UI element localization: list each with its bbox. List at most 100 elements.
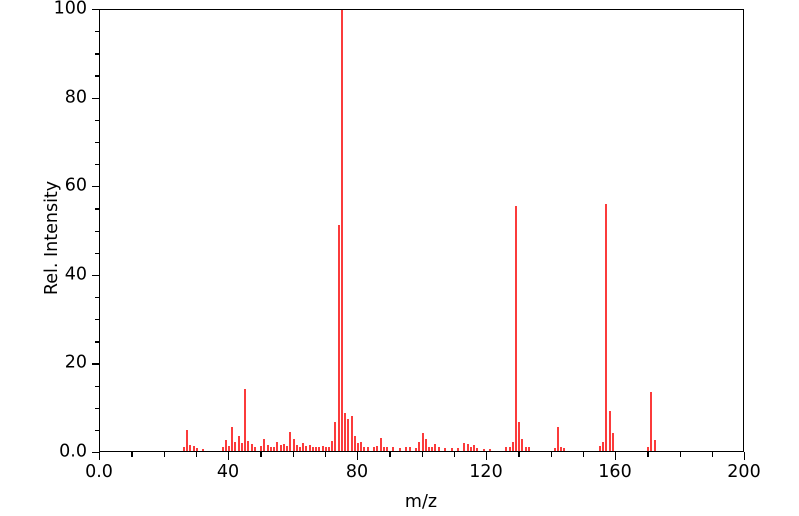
y-tick-major <box>92 274 99 277</box>
spectrum-peak <box>292 439 295 451</box>
y-tick-minor <box>95 296 99 299</box>
spectrum-peak <box>240 443 243 451</box>
spectrum-peak <box>560 447 563 451</box>
spectrum-peak <box>321 445 324 451</box>
spectrum-peak <box>315 446 318 451</box>
spectrum-peak <box>386 446 389 451</box>
y-tick-major <box>92 363 99 365</box>
spectrum-peak <box>192 445 195 451</box>
y-tick-minor <box>95 31 99 33</box>
spectrum-peak <box>279 444 282 451</box>
x-tick-minor <box>131 452 133 457</box>
spectrum-peak <box>231 426 234 451</box>
y-tick-minor <box>95 407 99 409</box>
spectrum-peak <box>266 444 269 451</box>
spectrum-peak <box>466 443 469 451</box>
spectrum-peak <box>456 448 459 451</box>
x-tick-label: 40 <box>216 462 240 482</box>
spectrum-peak <box>357 443 359 451</box>
spectrum-peak <box>182 446 185 451</box>
y-tick-minor <box>95 341 99 343</box>
y-tick-minor <box>95 319 99 321</box>
y-tick-label: 0.0 <box>59 441 87 462</box>
spectrum-peak <box>489 448 492 451</box>
y-tick-label: 80 <box>64 86 87 107</box>
x-tick-minor <box>647 452 649 457</box>
spectrum-peak <box>331 441 334 451</box>
y-tick-minor <box>95 208 99 210</box>
y-tick-label: 20 <box>64 352 87 373</box>
spectrum-peak <box>427 446 430 451</box>
x-tick-major <box>228 452 230 460</box>
spectrum-peak <box>224 440 227 451</box>
spectrum-peak <box>334 422 337 451</box>
spectrum-peak <box>605 203 608 451</box>
x-tick-major <box>99 452 101 460</box>
spectrum-peak <box>463 443 466 451</box>
spectrum-peak <box>508 446 511 451</box>
y-tick-label: 40 <box>64 264 87 285</box>
spectrum-peak <box>505 447 508 451</box>
spectrum-peak <box>521 439 524 451</box>
spectrum-peak <box>202 448 205 451</box>
spectrum-peak <box>653 440 656 451</box>
x-tick-minor <box>324 452 327 457</box>
spectrum-peak <box>650 391 653 451</box>
x-tick-label: 200 <box>727 462 761 482</box>
spectrum-peak <box>260 445 263 451</box>
y-tick-minor <box>95 385 99 387</box>
spectrum-peak <box>476 448 479 451</box>
spectrum-peak <box>237 436 240 451</box>
y-tick-minor <box>95 53 99 55</box>
spectrum-peak <box>553 448 556 451</box>
spectrum-peak <box>337 225 340 451</box>
spectrum-peak <box>247 441 250 451</box>
y-tick-label: 100 <box>53 0 87 19</box>
spectrum-peak <box>392 446 395 451</box>
x-axis: m/z 0.0 40 80 120 160 200 <box>0 452 799 516</box>
x-tick-minor <box>163 452 165 457</box>
spectrum-peak <box>398 448 401 451</box>
spectrum-peak <box>556 427 559 451</box>
spectrum-peak <box>324 446 327 451</box>
spectrum-peak <box>608 411 611 451</box>
spectrum-peak <box>527 447 530 451</box>
spectrum-peak <box>305 445 308 451</box>
y-tick-minor <box>95 429 99 432</box>
spectrum-peak <box>408 446 411 451</box>
y-axis: 0.0 20 40 60 80 100 <box>0 0 99 461</box>
spectrum-peak <box>244 388 247 451</box>
y-tick-minor <box>95 119 99 122</box>
spectrum-peak <box>376 445 379 451</box>
x-axis-title: m/z <box>404 492 438 512</box>
x-tick-label: 160 <box>598 462 632 482</box>
spectrum-peak <box>186 429 189 451</box>
x-tick-minor <box>292 452 294 457</box>
x-tick-major <box>744 452 746 460</box>
spectrum-peak <box>518 422 521 451</box>
y-tick-major <box>92 452 99 454</box>
spectrum-peak <box>286 445 289 451</box>
spectrum-peak <box>563 448 566 451</box>
spectrum-peak <box>344 413 347 451</box>
spectrum-peak <box>450 448 453 451</box>
x-tick-label: 120 <box>469 462 503 482</box>
y-tick-major <box>92 9 99 11</box>
spectrum-peak <box>308 444 311 451</box>
x-tick-minor <box>260 452 262 457</box>
x-tick-major <box>486 452 488 460</box>
spectrum-peak <box>327 446 330 451</box>
spectrum-peak <box>273 446 276 451</box>
spectrum-peak <box>405 447 408 451</box>
spectrum-peak <box>647 446 650 451</box>
spectrum-peak <box>511 442 514 451</box>
spectrum-peak <box>366 447 369 451</box>
x-tick-minor <box>453 452 456 457</box>
spectrum-peak <box>340 10 343 451</box>
x-tick-minor <box>582 452 585 457</box>
spectrum-peak <box>250 443 253 451</box>
y-tick-minor <box>95 230 99 232</box>
spectrum-peak <box>431 446 434 451</box>
spectrum-peak <box>437 447 440 451</box>
spectrum-peak <box>269 446 272 451</box>
